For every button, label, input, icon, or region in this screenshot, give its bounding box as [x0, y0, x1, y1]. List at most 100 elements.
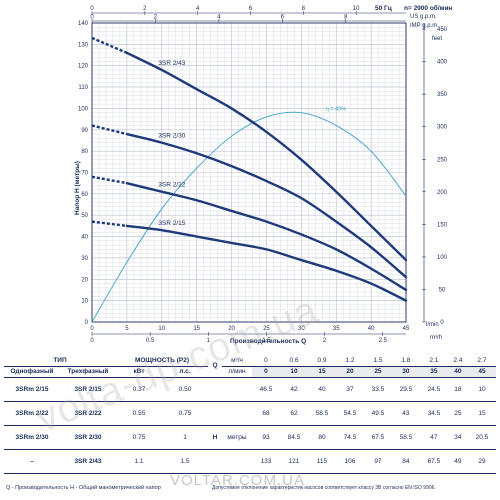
- row-kw: 0.75: [116, 424, 162, 449]
- header-type: ТИП: [53, 356, 67, 364]
- row-single-type: 3SRm 2/15: [4, 376, 60, 401]
- series-label: 3SR 2/15: [158, 220, 185, 227]
- row-h-2: 40: [307, 376, 336, 401]
- header-three-phase: Трехфазный: [60, 365, 116, 377]
- head-curve: [125, 51, 408, 262]
- frequency-label: 50 Гц: [375, 5, 392, 12]
- row-three-type: 3SR 2/22: [60, 400, 116, 425]
- efficiency-curve: [91, 111, 407, 323]
- us-gpm-tick-label: 0: [90, 6, 94, 12]
- table-row: – 3SR 2/43 1.1 1.5 133 121 115 106 97 84…: [4, 448, 496, 474]
- header-hp: л.с.: [162, 365, 208, 377]
- feet-tick-label: 150: [437, 222, 448, 228]
- q-m3h-0: 0: [264, 356, 268, 364]
- row-h-8: 29: [467, 448, 496, 474]
- row-h-6: 67.5: [419, 448, 448, 474]
- y-tick-label: 50: [81, 213, 88, 219]
- head-curve-dashed: [91, 124, 128, 136]
- q-lmin-7: 40: [447, 365, 468, 377]
- row-h-4: 49.5: [363, 400, 392, 425]
- watermark-bottom: VOLTAR.COM.UA: [170, 472, 305, 489]
- y-tick-label: 80: [81, 149, 88, 155]
- row-h-5: 84: [391, 448, 420, 474]
- q-lmin-2: 15: [307, 365, 336, 377]
- row-single-type: 3SRm 2/22: [4, 400, 60, 425]
- header-kw: кВт: [116, 365, 162, 377]
- row-h-4: 33.5: [363, 376, 392, 401]
- x-tick-label: 30: [298, 326, 305, 332]
- x-tick-label: 25: [263, 326, 270, 332]
- row-h-1: 121: [279, 448, 308, 474]
- us-gpm-tick-label: 4: [196, 6, 200, 12]
- row-hp: 1: [162, 424, 208, 449]
- row-three-type: 3SR 2/30: [60, 424, 116, 449]
- row-h-4: 97: [363, 448, 392, 474]
- y-tick-label: 120: [78, 64, 89, 70]
- series-label: 3SR 2/30: [158, 133, 185, 140]
- q-m3h-1: 0.6: [289, 356, 299, 364]
- speed-label: n= 2900 об/мин: [404, 4, 452, 12]
- row-h-8: 10: [467, 376, 496, 401]
- feet-tick-label: 400: [437, 60, 448, 66]
- unit-lmin: л/мин: [222, 365, 252, 377]
- y-tick-label: 40: [81, 235, 88, 241]
- header-power: МОЩНОСТЬ (Р2): [134, 356, 190, 364]
- top-unit-imp: IMP g.p.m.: [410, 23, 439, 29]
- row-single-type: –: [4, 448, 60, 474]
- row-h-1: 62: [279, 400, 308, 425]
- row-kw: 1.1: [116, 448, 162, 474]
- q-lmin-3: 20: [335, 365, 364, 377]
- row-h-3: 106: [335, 448, 364, 474]
- footer-legend: Q - Производительность H - Общий маномет…: [6, 485, 161, 491]
- q-lmin-8: 45: [467, 365, 496, 377]
- y-tick-label: 10: [81, 299, 88, 305]
- row-h-6: 47: [419, 424, 448, 449]
- feet-tick-label: 0: [440, 320, 444, 326]
- y-axis-title: Напор Н (метры): [74, 161, 81, 215]
- head-curve: [125, 181, 408, 292]
- us-gpm-tick-label: 2: [143, 6, 147, 12]
- row-h-8: 20.5: [467, 424, 496, 449]
- table-row: 3SRm 2/30 3SR 2/30 0.75 1 H метры 93 84.…: [4, 424, 496, 449]
- row-h-4: 67.5: [363, 424, 392, 449]
- m3h-tick-label: 2: [323, 338, 327, 344]
- footer-tolerance: Допустимое отклонение характеристик насо…: [212, 485, 436, 491]
- top-unit-us: US g.p.m.: [410, 14, 437, 20]
- imp-gpm-tick-label: 8: [344, 15, 348, 21]
- q-m3h-3: 1.2: [345, 356, 355, 364]
- x-tick-label: 45: [403, 326, 410, 332]
- head-curve-dashed: [91, 175, 128, 185]
- row-h-7: 18: [447, 376, 468, 401]
- q-lmin-6: 35: [419, 365, 448, 377]
- x-axis-title: Производительность Q: [230, 338, 306, 345]
- x-unit-m3h: m³/h: [430, 335, 442, 341]
- y-tick-label: 70: [81, 171, 88, 177]
- chart-axes: [91, 12, 425, 335]
- y-tick-label: 60: [81, 192, 88, 198]
- head-curve: [125, 224, 408, 302]
- row-h-6: 24.5: [419, 376, 448, 401]
- row-single-type: 3SRm 2/30: [4, 424, 60, 449]
- x-unit-lmin: l/min: [426, 322, 439, 328]
- q-m3h-6: 2.1: [429, 356, 439, 364]
- row-three-type: 3SR 2/43: [60, 448, 116, 474]
- imp-gpm-tick-label: 2: [154, 15, 158, 21]
- row-kw: 0.55: [116, 400, 162, 425]
- y-tick-label: 0: [85, 320, 89, 326]
- feet-tick-label: 200: [437, 190, 448, 196]
- q-m3h-8: 2.7: [477, 356, 487, 364]
- efficiency-label: η = 49%: [326, 107, 346, 113]
- row-h-7: 25: [447, 400, 468, 425]
- row-h-3: 54.5: [335, 400, 364, 425]
- header-single-phase: Однофазный: [4, 365, 60, 377]
- row-three-type: 3SR 2/15: [60, 376, 116, 401]
- us-gpm-tick-label: 10: [353, 6, 360, 12]
- row-h-1: 42: [279, 376, 308, 401]
- row-h-1: 84.5: [279, 424, 308, 449]
- imp-gpm-tick-label: 0: [90, 15, 94, 21]
- y-tick-label: 30: [81, 256, 88, 262]
- imp-gpm-tick-label: 4: [217, 15, 221, 21]
- feet-tick-label: 50: [439, 287, 446, 293]
- row-h-0: 46.5: [252, 376, 280, 401]
- m3h-tick-label: 1: [207, 338, 211, 344]
